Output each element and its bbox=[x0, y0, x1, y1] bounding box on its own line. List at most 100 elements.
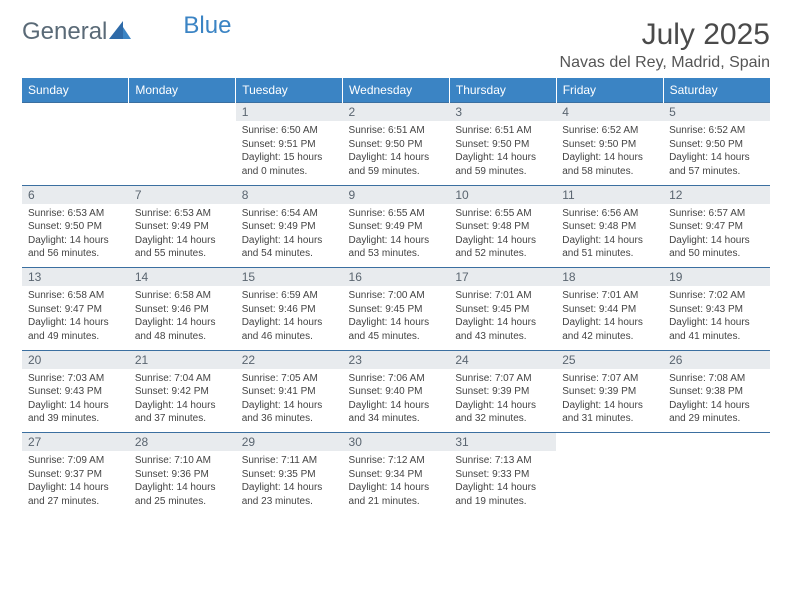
day-cell: Sunrise: 7:13 AMSunset: 9:33 PMDaylight:… bbox=[449, 451, 556, 515]
daylight-text: Daylight: 14 hours bbox=[135, 481, 230, 495]
sunrise-text: Sunrise: 7:13 AM bbox=[455, 454, 550, 468]
daylight-text: and 53 minutes. bbox=[349, 247, 444, 261]
day-cell: Sunrise: 6:57 AMSunset: 9:47 PMDaylight:… bbox=[663, 204, 770, 268]
daylight-text: and 56 minutes. bbox=[28, 247, 123, 261]
day-details: Sunrise: 6:51 AMSunset: 9:50 PMDaylight:… bbox=[343, 121, 450, 182]
day-number: 25 bbox=[556, 351, 663, 369]
day-cell: Sunrise: 7:07 AMSunset: 9:39 PMDaylight:… bbox=[556, 369, 663, 433]
sunset-text: Sunset: 9:35 PM bbox=[242, 468, 337, 482]
daylight-text: and 36 minutes. bbox=[242, 412, 337, 426]
sunrise-text: Sunrise: 7:03 AM bbox=[28, 372, 123, 386]
daylight-text: Daylight: 14 hours bbox=[349, 399, 444, 413]
day-details: Sunrise: 7:09 AMSunset: 9:37 PMDaylight:… bbox=[22, 451, 129, 512]
day-number: 26 bbox=[663, 351, 770, 369]
daylight-text: and 41 minutes. bbox=[669, 330, 764, 344]
day-number: 16 bbox=[343, 268, 450, 286]
day-details: Sunrise: 6:55 AMSunset: 9:48 PMDaylight:… bbox=[449, 204, 556, 265]
daylight-text: and 59 minutes. bbox=[349, 165, 444, 179]
sunrise-text: Sunrise: 7:02 AM bbox=[669, 289, 764, 303]
daylight-text: and 49 minutes. bbox=[28, 330, 123, 344]
sunset-text: Sunset: 9:51 PM bbox=[242, 138, 337, 152]
day-number-cell: 29 bbox=[236, 433, 343, 452]
sunrise-text: Sunrise: 6:56 AM bbox=[562, 207, 657, 221]
day-body-row: Sunrise: 6:50 AMSunset: 9:51 PMDaylight:… bbox=[22, 121, 770, 185]
day-details: Sunrise: 7:11 AMSunset: 9:35 PMDaylight:… bbox=[236, 451, 343, 512]
sunset-text: Sunset: 9:50 PM bbox=[669, 138, 764, 152]
day-details: Sunrise: 6:58 AMSunset: 9:46 PMDaylight:… bbox=[129, 286, 236, 347]
daylight-text: Daylight: 14 hours bbox=[135, 234, 230, 248]
daylight-text: and 57 minutes. bbox=[669, 165, 764, 179]
daylight-text: Daylight: 14 hours bbox=[28, 399, 123, 413]
day-cell: Sunrise: 6:50 AMSunset: 9:51 PMDaylight:… bbox=[236, 121, 343, 185]
sunset-text: Sunset: 9:45 PM bbox=[349, 303, 444, 317]
day-cell bbox=[22, 121, 129, 185]
day-number-cell: 8 bbox=[236, 185, 343, 204]
sunset-text: Sunset: 9:38 PM bbox=[669, 385, 764, 399]
day-number bbox=[663, 433, 770, 451]
day-number: 2 bbox=[343, 103, 450, 121]
day-number-cell: 14 bbox=[129, 268, 236, 287]
day-body-row: Sunrise: 7:09 AMSunset: 9:37 PMDaylight:… bbox=[22, 451, 770, 515]
day-number: 13 bbox=[22, 268, 129, 286]
month-title: July 2025 bbox=[560, 18, 770, 52]
day-number-cell bbox=[556, 433, 663, 452]
weekday-header: Monday bbox=[129, 78, 236, 103]
sunset-text: Sunset: 9:50 PM bbox=[562, 138, 657, 152]
day-cell: Sunrise: 7:00 AMSunset: 9:45 PMDaylight:… bbox=[343, 286, 450, 350]
sunrise-text: Sunrise: 6:51 AM bbox=[455, 124, 550, 138]
daylight-text: Daylight: 14 hours bbox=[242, 399, 337, 413]
day-number-row: 20212223242526 bbox=[22, 350, 770, 369]
sunrise-text: Sunrise: 7:09 AM bbox=[28, 454, 123, 468]
daylight-text: Daylight: 14 hours bbox=[455, 316, 550, 330]
daylight-text: and 19 minutes. bbox=[455, 495, 550, 509]
sunrise-text: Sunrise: 6:53 AM bbox=[28, 207, 123, 221]
day-cell: Sunrise: 7:12 AMSunset: 9:34 PMDaylight:… bbox=[343, 451, 450, 515]
day-details: Sunrise: 7:01 AMSunset: 9:45 PMDaylight:… bbox=[449, 286, 556, 347]
day-number-cell bbox=[22, 103, 129, 122]
calendar-table: SundayMondayTuesdayWednesdayThursdayFrid… bbox=[22, 78, 770, 515]
day-cell: Sunrise: 7:02 AMSunset: 9:43 PMDaylight:… bbox=[663, 286, 770, 350]
daylight-text: Daylight: 14 hours bbox=[28, 234, 123, 248]
sunset-text: Sunset: 9:49 PM bbox=[242, 220, 337, 234]
day-body-row: Sunrise: 6:58 AMSunset: 9:47 PMDaylight:… bbox=[22, 286, 770, 350]
day-number: 22 bbox=[236, 351, 343, 369]
day-cell: Sunrise: 6:55 AMSunset: 9:48 PMDaylight:… bbox=[449, 204, 556, 268]
sunset-text: Sunset: 9:50 PM bbox=[349, 138, 444, 152]
daylight-text: Daylight: 14 hours bbox=[135, 399, 230, 413]
daylight-text: and 0 minutes. bbox=[242, 165, 337, 179]
day-number: 20 bbox=[22, 351, 129, 369]
day-details: Sunrise: 6:54 AMSunset: 9:49 PMDaylight:… bbox=[236, 204, 343, 265]
day-number-cell: 18 bbox=[556, 268, 663, 287]
sunrise-text: Sunrise: 6:51 AM bbox=[349, 124, 444, 138]
sunset-text: Sunset: 9:43 PM bbox=[669, 303, 764, 317]
daylight-text: and 48 minutes. bbox=[135, 330, 230, 344]
daylight-text: Daylight: 14 hours bbox=[455, 481, 550, 495]
day-number-cell: 31 bbox=[449, 433, 556, 452]
day-number: 15 bbox=[236, 268, 343, 286]
day-number-cell: 9 bbox=[343, 185, 450, 204]
day-details: Sunrise: 7:10 AMSunset: 9:36 PMDaylight:… bbox=[129, 451, 236, 512]
day-number-cell: 17 bbox=[449, 268, 556, 287]
day-cell: Sunrise: 7:10 AMSunset: 9:36 PMDaylight:… bbox=[129, 451, 236, 515]
day-number-row: 2728293031 bbox=[22, 433, 770, 452]
sunset-text: Sunset: 9:49 PM bbox=[135, 220, 230, 234]
day-number-cell: 27 bbox=[22, 433, 129, 452]
daylight-text: and 39 minutes. bbox=[28, 412, 123, 426]
daylight-text: Daylight: 14 hours bbox=[349, 481, 444, 495]
sunrise-text: Sunrise: 7:04 AM bbox=[135, 372, 230, 386]
sunrise-text: Sunrise: 7:12 AM bbox=[349, 454, 444, 468]
day-cell: Sunrise: 6:52 AMSunset: 9:50 PMDaylight:… bbox=[663, 121, 770, 185]
day-number-row: 13141516171819 bbox=[22, 268, 770, 287]
day-number-cell: 28 bbox=[129, 433, 236, 452]
daylight-text: and 46 minutes. bbox=[242, 330, 337, 344]
sunset-text: Sunset: 9:46 PM bbox=[135, 303, 230, 317]
day-number: 23 bbox=[343, 351, 450, 369]
day-number: 24 bbox=[449, 351, 556, 369]
sunset-text: Sunset: 9:42 PM bbox=[135, 385, 230, 399]
day-cell bbox=[663, 451, 770, 515]
day-details: Sunrise: 7:06 AMSunset: 9:40 PMDaylight:… bbox=[343, 369, 450, 430]
day-details: Sunrise: 7:05 AMSunset: 9:41 PMDaylight:… bbox=[236, 369, 343, 430]
day-cell: Sunrise: 6:51 AMSunset: 9:50 PMDaylight:… bbox=[449, 121, 556, 185]
sunrise-text: Sunrise: 7:01 AM bbox=[562, 289, 657, 303]
daylight-text: Daylight: 14 hours bbox=[242, 234, 337, 248]
